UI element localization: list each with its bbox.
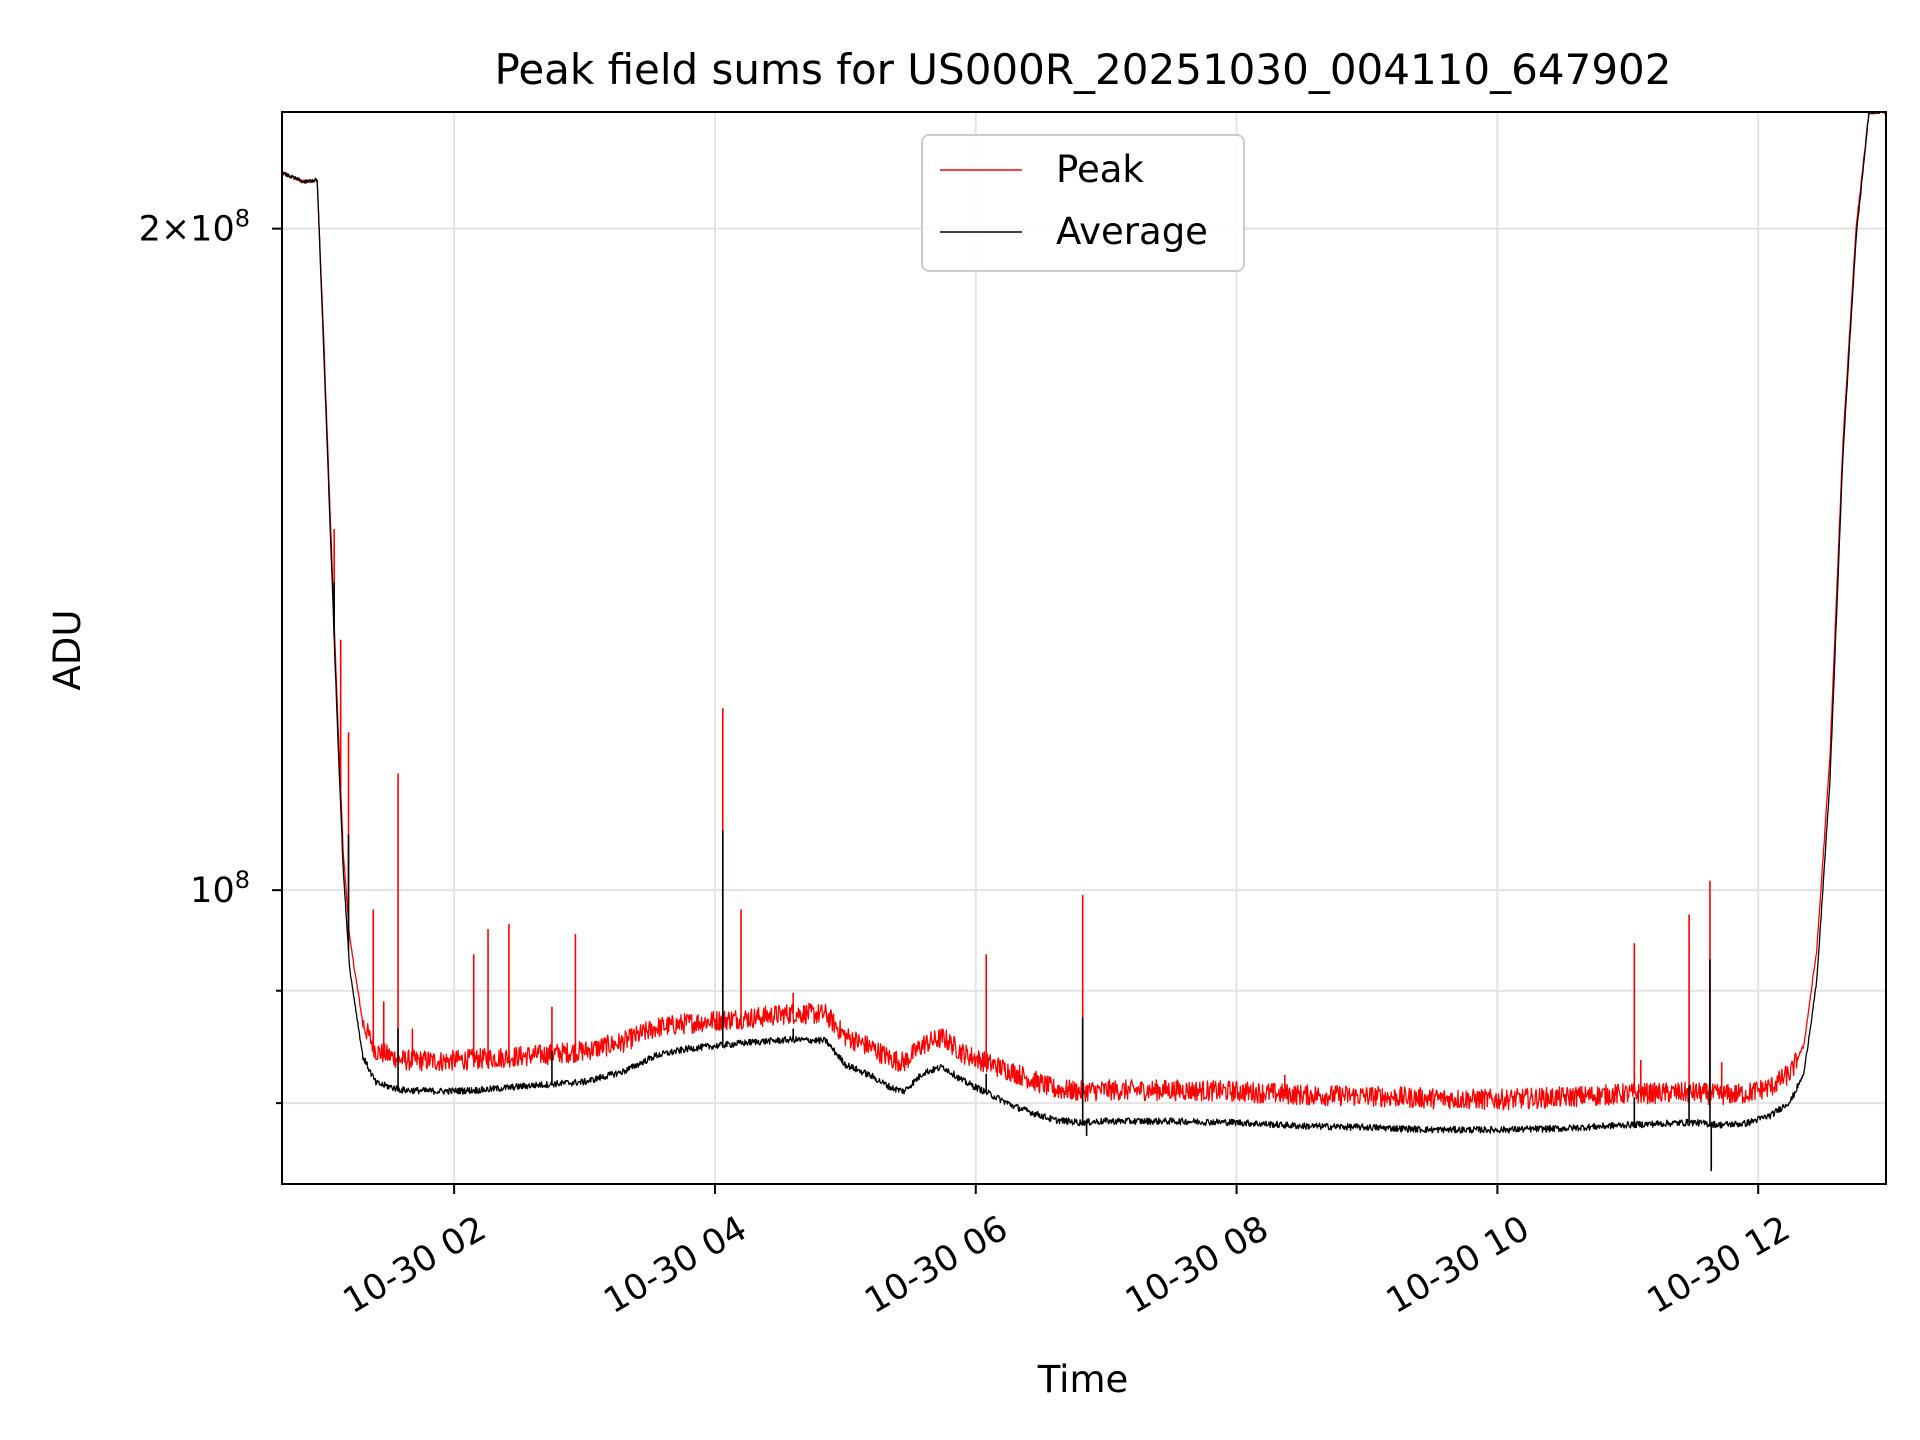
legend-box [921, 134, 1245, 272]
y-axis-label: ADU [46, 610, 89, 691]
legend: Peak Average [921, 134, 1245, 272]
series-line-peak [282, 112, 1886, 1111]
chart-title: Peak field sums for US000R_20251030_0041… [495, 45, 1672, 94]
y-tick-label: 2×108 [139, 205, 250, 250]
plot-frame [281, 111, 1887, 1185]
series-line-average [282, 112, 1886, 1134]
series-layer [282, 112, 1886, 1172]
grid [282, 112, 1886, 1184]
legend-label-average: Average [1056, 210, 1208, 253]
x-axis-label: Time [1037, 1358, 1129, 1401]
legend-label-peak: Peak [1056, 148, 1144, 191]
